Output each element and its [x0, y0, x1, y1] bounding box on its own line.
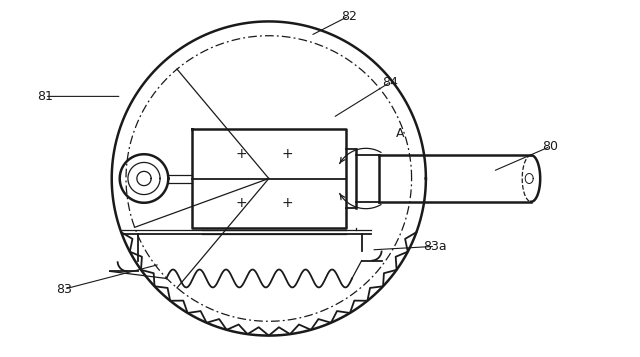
Text: 81: 81: [37, 90, 52, 103]
Text: 84: 84: [383, 76, 398, 89]
Text: A: A: [396, 127, 404, 140]
Text: 83: 83: [56, 283, 72, 296]
Text: 83a: 83a: [424, 240, 447, 253]
Text: +: +: [282, 146, 293, 161]
Text: +: +: [236, 146, 247, 161]
Text: 82: 82: [341, 10, 356, 22]
Text: +: +: [282, 196, 293, 211]
Text: +: +: [236, 196, 247, 211]
Text: 80: 80: [542, 140, 558, 153]
